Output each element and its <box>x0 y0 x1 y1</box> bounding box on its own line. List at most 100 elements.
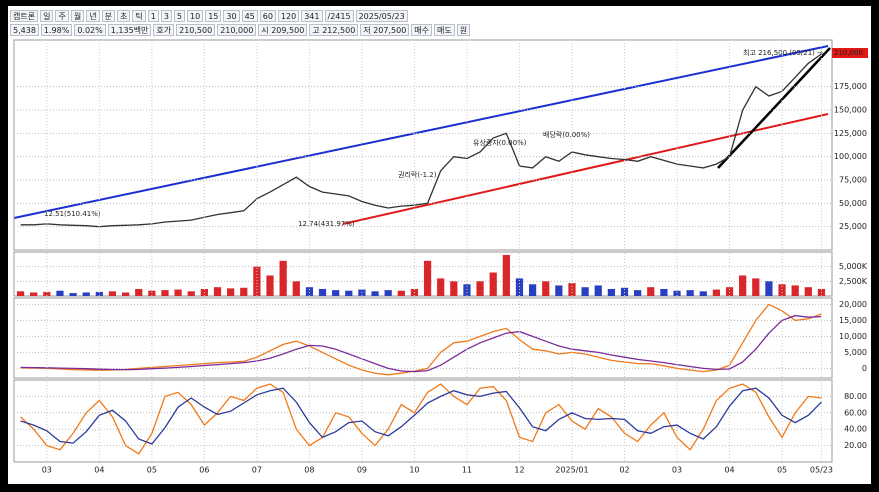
volume-bar <box>699 291 707 296</box>
toolbar-item[interactable]: 2025/05/23 <box>355 10 408 22</box>
toolbar-item[interactable]: 210,500 <box>176 24 216 36</box>
toolbar-item[interactable]: 1,135백만 <box>107 24 152 36</box>
x-tick-label: 09 <box>357 466 367 475</box>
toolbar-item[interactable]: 10 <box>187 10 204 22</box>
series-line <box>20 303 822 376</box>
volume-bar <box>463 284 471 296</box>
toolbar-item[interactable]: 캡트론 <box>10 10 39 22</box>
toolbar-item[interactable]: 고 212,500 <box>309 24 359 36</box>
volume-bar <box>725 287 734 296</box>
toolbar-item[interactable]: 3 <box>160 10 172 22</box>
volume-bar <box>371 291 379 296</box>
volume-bar <box>384 290 392 296</box>
volume-bar <box>791 285 799 296</box>
toolbar-item[interactable]: 틱 <box>132 10 146 22</box>
volume-bar <box>108 291 117 296</box>
volume-bar <box>213 287 222 296</box>
toolbar-item[interactable]: 년 <box>86 10 100 22</box>
toolbar-item[interactable]: 일 <box>40 10 54 22</box>
toolbar-item[interactable]: 초 <box>116 10 131 22</box>
toolbar-item[interactable]: 60 <box>259 10 276 22</box>
price-flag <box>832 48 868 58</box>
volume-bar <box>16 291 25 296</box>
annotation: 유상증자(0.00%) <box>473 138 527 147</box>
volume-bar <box>187 291 195 296</box>
trendline <box>342 113 829 225</box>
volume-bar <box>804 287 812 296</box>
series-line <box>20 383 822 455</box>
volume-bar <box>240 287 248 296</box>
toolbar-item[interactable]: 1 <box>147 10 159 22</box>
annotation: 최고 216,500 (05/21) → <box>743 48 823 57</box>
volume-bar <box>95 291 103 296</box>
toolbar-item[interactable]: 월 <box>70 10 85 22</box>
toolbar-item[interactable]: 저 207,500 <box>360 24 410 36</box>
x-tick-label: 10 <box>409 466 419 475</box>
toolbar-item[interactable]: 매도 <box>434 24 455 36</box>
volume-bar <box>647 287 655 296</box>
y-tick-label: 25,000 <box>839 222 867 231</box>
panel <box>13 39 833 251</box>
y-tick-label: 80.00 <box>844 392 867 401</box>
volume-bar <box>607 288 615 296</box>
y-tick-label: 125,000 <box>834 129 867 138</box>
volume-bar <box>174 289 182 296</box>
toolbar-item[interactable]: 45 <box>241 10 258 22</box>
volume-bar <box>279 260 287 296</box>
toolbar-item[interactable]: 분 <box>101 10 115 22</box>
trendline <box>13 45 829 219</box>
toolbar-item[interactable]: /2415 <box>324 10 354 22</box>
y-tick-label: 2,500K <box>839 277 868 286</box>
toolbar-item[interactable]: 5,438 <box>10 24 39 36</box>
y-tick-label: 150,000 <box>834 106 867 115</box>
volume-bar <box>634 290 642 296</box>
volume-bar <box>135 288 143 296</box>
toolbar-item[interactable]: 1.98% <box>40 24 73 36</box>
volume-bar <box>686 290 694 296</box>
x-tick-label: 05 <box>777 466 787 475</box>
y-tick-label: 60.00 <box>844 408 867 417</box>
toolbar-row: 캡트론 일 주 월 년 분 초 틱 1 3 5 10 15 30 45 60 120 341/2415 2025/0… <box>10 10 408 22</box>
volume-bar <box>765 281 773 296</box>
volume-bar <box>423 260 432 296</box>
panel <box>13 379 833 463</box>
volume-bar <box>752 278 760 296</box>
volume-bar <box>292 281 300 296</box>
toolbar-item[interactable]: 주 <box>55 10 69 22</box>
chart: 25,00050,00075,000100,000125,000150,0001… <box>13 39 868 475</box>
volume-bar <box>121 292 130 296</box>
quote-row: 5,438 1.98% 0.02% 1,135백만 호가 210,500 210,000 시 … <box>10 24 471 36</box>
toolbar-item[interactable]: 15 <box>205 10 222 22</box>
volume-bar <box>502 254 510 296</box>
volume-bar <box>227 288 235 296</box>
y-tick-label: 5,000 <box>844 348 867 357</box>
volume-bar <box>528 284 537 296</box>
volume-bar <box>660 288 668 296</box>
toolbar-item[interactable]: 0.02% <box>74 24 106 36</box>
toolbar-item[interactable]: 시 209,500 <box>258 24 308 36</box>
volume-bar <box>345 290 353 296</box>
toolbar-item[interactable]: 120 <box>277 10 300 22</box>
toolbar-item[interactable]: 원 <box>456 24 471 36</box>
volume-bar <box>161 290 169 296</box>
x-tick-label: 04 <box>724 466 734 475</box>
x-tick-label: 05/23 <box>810 466 833 475</box>
window: 캡트론 일 주 월 년 분 초 틱 1 3 5 10 15 30 45 60 120 341/2415 2025/0… <box>8 6 871 484</box>
y-tick-label: 10,000 <box>839 332 867 341</box>
toolbar-item[interactable]: 5 <box>173 10 185 22</box>
toolbar-item[interactable]: 매수 <box>411 24 433 36</box>
volume-bar <box>69 293 77 296</box>
y-tick-label: 20,000 <box>839 300 867 309</box>
volume-bar <box>476 281 484 296</box>
toolbar-item[interactable]: 호가 <box>153 24 175 36</box>
y-tick-label: 175,000 <box>834 82 867 91</box>
y-tick-label: 50,000 <box>839 199 867 208</box>
panel <box>13 251 833 297</box>
volume-bar <box>778 284 786 296</box>
toolbar-item[interactable]: 341 <box>301 10 323 22</box>
volume-bar <box>253 266 261 296</box>
toolbar-item[interactable]: 210,000 <box>217 24 257 36</box>
annotation: 배당락(0.00%) <box>543 130 590 139</box>
series-line <box>20 314 822 373</box>
toolbar-item[interactable]: 30 <box>223 10 240 22</box>
